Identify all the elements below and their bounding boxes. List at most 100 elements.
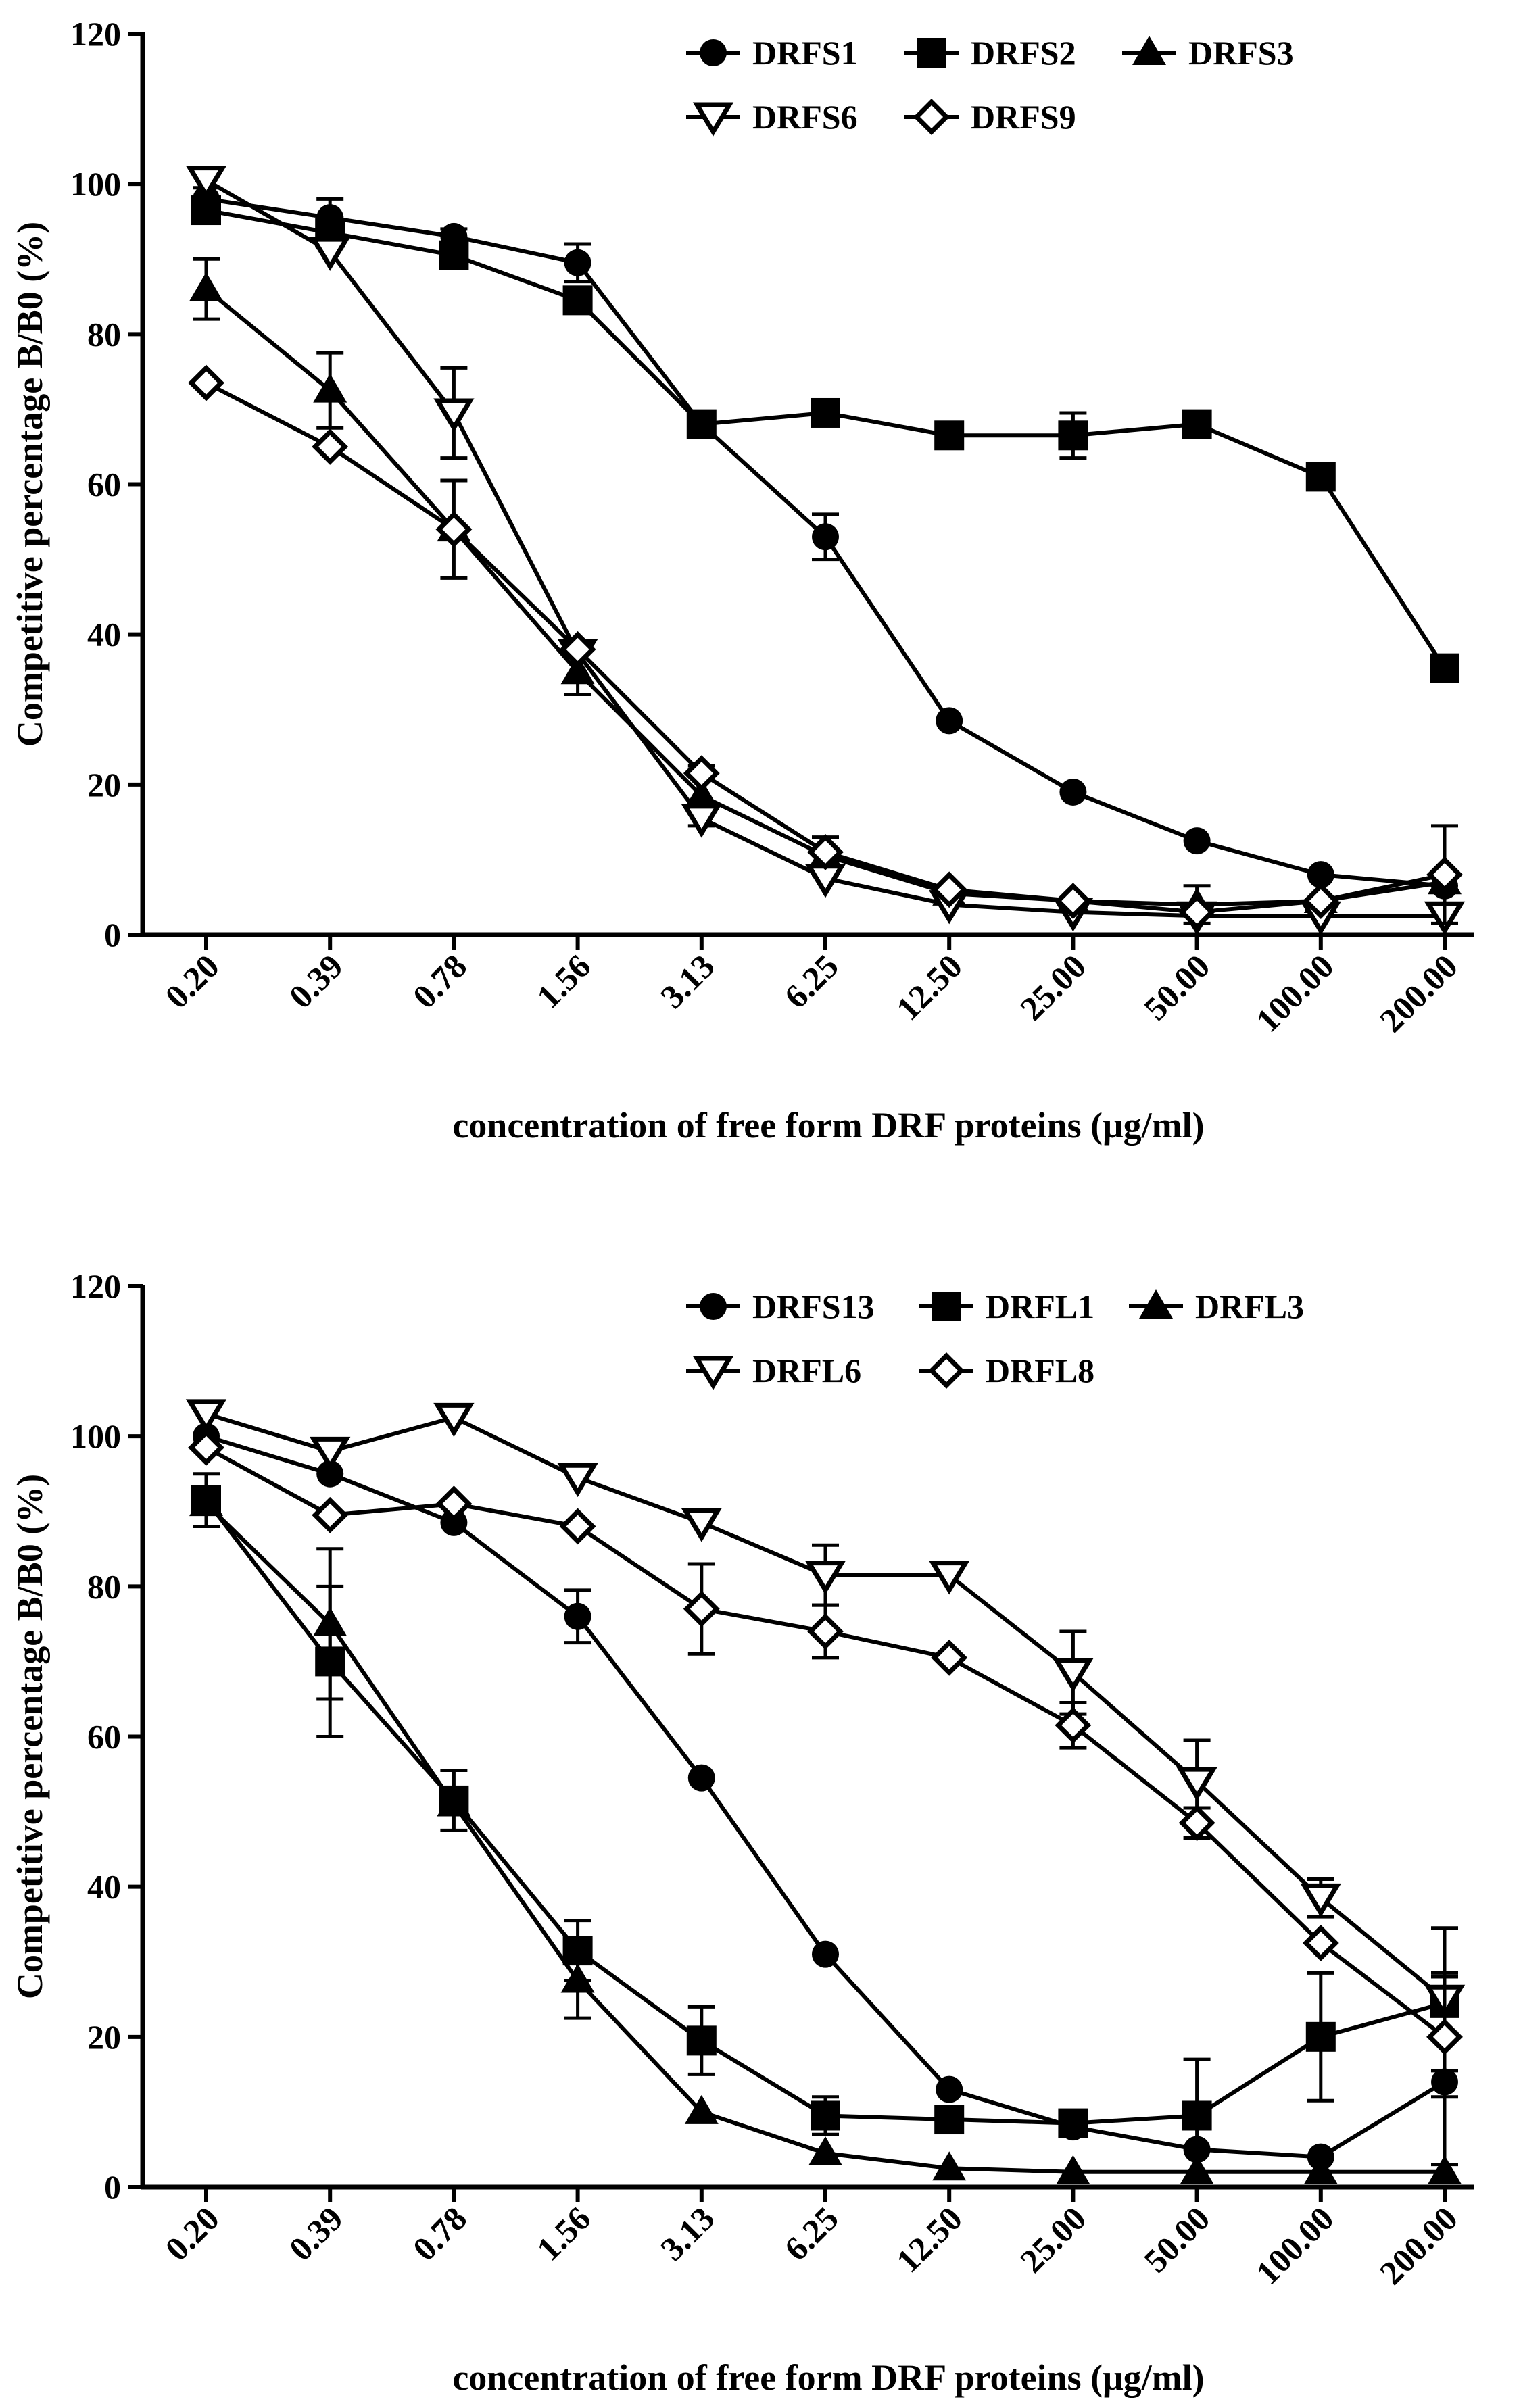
DRFL1-marker-7 [1058, 2108, 1088, 2138]
DRFL8-marker-9 [1302, 1925, 1339, 1961]
DRFS13-marker-2 [440, 1508, 468, 1536]
DRFS2-marker-10 [1430, 653, 1459, 683]
chart-top: 0 20 40 60 80 100 120 0.20 0.39 0.78 1.56 3.13 6.25 1… [9, 15, 1474, 1146]
y-axis-title: Competitive percentage B/B0 (%) [9, 1474, 50, 1999]
series-DRFS9 [188, 364, 1463, 931]
legend-DRFS2-marker-0 [917, 38, 946, 68]
DRFS2-marker-8 [1182, 409, 1212, 439]
DRFS2-marker-4 [686, 409, 717, 439]
x-tick-label: 0.78 [406, 947, 474, 1015]
y-tick-label: 100 [70, 165, 121, 203]
x-axis-title: concentration of free form DRF proteins … [452, 1105, 1204, 1146]
x-tick-label: 50.00 [1136, 947, 1217, 1027]
DRFL8-marker-4 [683, 1590, 720, 1627]
DRFL6-marker-3 [557, 1463, 598, 1498]
x-tick-label: 100.00 [1249, 947, 1341, 1039]
DRFS2-marker-9 [1305, 462, 1336, 492]
legend-DRFS13-marker-0 [700, 1293, 727, 1320]
x-tick-label: 0.20 [158, 2199, 226, 2267]
DRFS1-marker-8 [1183, 827, 1211, 855]
DRFS9-marker-5 [807, 833, 844, 870]
DRFL6-line [206, 1411, 1446, 2001]
DRFL1-marker-9 [1305, 2021, 1336, 2052]
DRFS6-marker-1 [310, 237, 351, 271]
DRFL6-marker-4 [681, 1508, 722, 1542]
x-tick-label: 0.39 [282, 2199, 350, 2267]
DRFL3-marker-10 [1428, 2155, 1462, 2184]
x-axis-title: concentration of free form DRF proteins … [452, 2357, 1204, 2398]
DRFL1-marker-4 [686, 2025, 717, 2056]
legend-DRFS9-marker-0 [913, 99, 950, 135]
series-DRFL8 [188, 1429, 1463, 2099]
chart-bottom: 0 20 40 60 80 100 120 0.20 0.39 0.78 1.56 3.13 6.25 1… [9, 1267, 1474, 2398]
DRFL8-marker-2 [435, 1485, 473, 1523]
DRFL6-marker-2 [433, 1402, 475, 1438]
legend-DRFL3-marker-0 [1139, 1289, 1173, 1319]
DRFL3-marker-6 [932, 2151, 967, 2181]
DRFL1-marker-8 [1182, 2100, 1212, 2131]
DRFL3-marker-3 [560, 1963, 595, 1993]
legend-label-DRFS1: DRFS1 [752, 34, 858, 72]
x-tick-label: 3.13 [653, 947, 721, 1015]
legend-label-DRFS3: DRFS3 [1188, 34, 1294, 72]
legend-DRFS1-marker-0 [700, 39, 727, 66]
DRFS2-line [206, 208, 1447, 670]
y-tick-label: 0 [104, 2168, 121, 2206]
legend: DRFS13 DRFL1 DRFL3 DRFL6 DRFL8 [686, 1287, 1304, 1390]
legend-DRFL6-marker-0 [692, 1356, 734, 1390]
DRFL6-marker-7 [1053, 1658, 1094, 1692]
y-tick-label: 60 [87, 466, 121, 503]
DRFL6-marker-5 [804, 1561, 846, 1595]
DRFS9-marker-6 [931, 871, 968, 908]
DRFL8-marker-6 [931, 1639, 968, 1676]
DRFS6-marker-4 [681, 804, 722, 838]
DRFL6-marker-6 [929, 1561, 970, 1595]
x-tick-label: 12.50 [889, 947, 969, 1027]
DRFS2-marker-0 [191, 195, 221, 226]
x-tick-label: 6.25 [777, 2199, 845, 2267]
DRFS13-marker-3 [564, 1602, 592, 1630]
DRFL8-marker-3 [559, 1508, 596, 1545]
DRFL8-marker-10 [1426, 2018, 1463, 2055]
series-DRFS3 [189, 257, 1462, 925]
DRFS9-marker-7 [1055, 883, 1092, 919]
y-tick-label: 100 [70, 1417, 121, 1455]
DRFS13-marker-6 [936, 2075, 963, 2103]
x-tick-label: 6.25 [777, 947, 845, 1015]
legend-DRFS3-marker-0 [1132, 36, 1166, 65]
DRFS9-marker-2 [435, 511, 473, 548]
DRFS9-marker-9 [1302, 883, 1339, 919]
DRFS1-marker-9 [1307, 861, 1334, 889]
DRFS1-marker-6 [936, 707, 963, 735]
DRFL6-marker-1 [310, 1436, 351, 1471]
DRFS3-marker-4 [684, 779, 719, 808]
x-tick-label: 1.56 [529, 947, 598, 1015]
legend-label-DRFL8: DRFL8 [986, 1352, 1094, 1390]
y-tick-label: 40 [87, 616, 121, 654]
x-tick-label: 12.50 [889, 2199, 969, 2280]
y-axis-title: Competitive percentage B/B0 (%) [9, 222, 50, 747]
DRFS9-marker-4 [683, 755, 720, 792]
DRFL8-marker-5 [807, 1613, 844, 1650]
DRFS1-marker-7 [1059, 778, 1087, 806]
x-tick-label: 200.00 [1372, 947, 1465, 1039]
DRFS2-marker-6 [934, 420, 965, 451]
legend-label-DRFS9: DRFS9 [971, 98, 1076, 136]
DRFS1-marker-3 [564, 249, 592, 276]
legend-label-DRFL6: DRFL6 [752, 1352, 861, 1390]
DRFS1-marker-5 [812, 523, 839, 551]
DRFL8-marker-0 [188, 1429, 224, 1466]
legend-label-DRFS6: DRFS6 [752, 98, 858, 136]
series-DRFL3 [189, 1487, 1462, 2184]
y-tick-label: 20 [87, 2018, 121, 2056]
y-tick-label: 20 [87, 766, 121, 804]
DRFS13-marker-5 [812, 1940, 839, 1968]
x-tick-label: 0.78 [406, 2199, 474, 2267]
DRFL3-marker-1 [313, 1606, 347, 1636]
DRFS9-marker-8 [1178, 893, 1215, 931]
DRFL8-marker-8 [1178, 1804, 1215, 1842]
DRFS9-marker-3 [559, 631, 596, 668]
DRFL3-marker-2 [437, 1787, 471, 1817]
x-tick-label: 100.00 [1249, 2199, 1341, 2292]
